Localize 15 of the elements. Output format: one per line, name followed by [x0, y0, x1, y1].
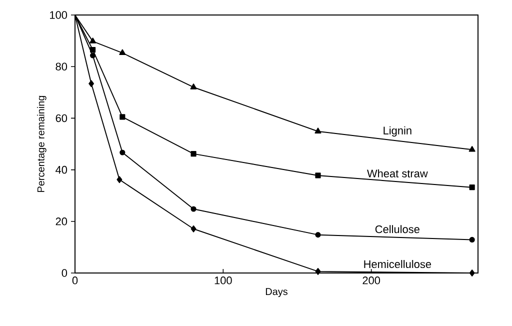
series-label: Cellulose	[375, 225, 420, 234]
x-axis-title: Days	[266, 288, 288, 298]
y-tick-label: 0	[62, 269, 68, 277]
x-tick-label: 200	[362, 276, 380, 284]
y-tick-label: 100	[50, 11, 68, 19]
x-tick-label: 100	[214, 276, 232, 284]
y-tick-label: 60	[56, 114, 68, 122]
y-axis-title: Percentage remaining	[37, 96, 46, 192]
series-label: Wheat straw	[367, 169, 428, 178]
y-tick-label: 20	[56, 218, 68, 226]
series-label: Lignin	[384, 126, 412, 137]
x-tick-label: 0	[72, 276, 78, 284]
y-tick-label: 40	[56, 166, 68, 174]
y-tick-label: 80	[56, 62, 68, 70]
series-label: Hemicellulose	[364, 260, 432, 268]
